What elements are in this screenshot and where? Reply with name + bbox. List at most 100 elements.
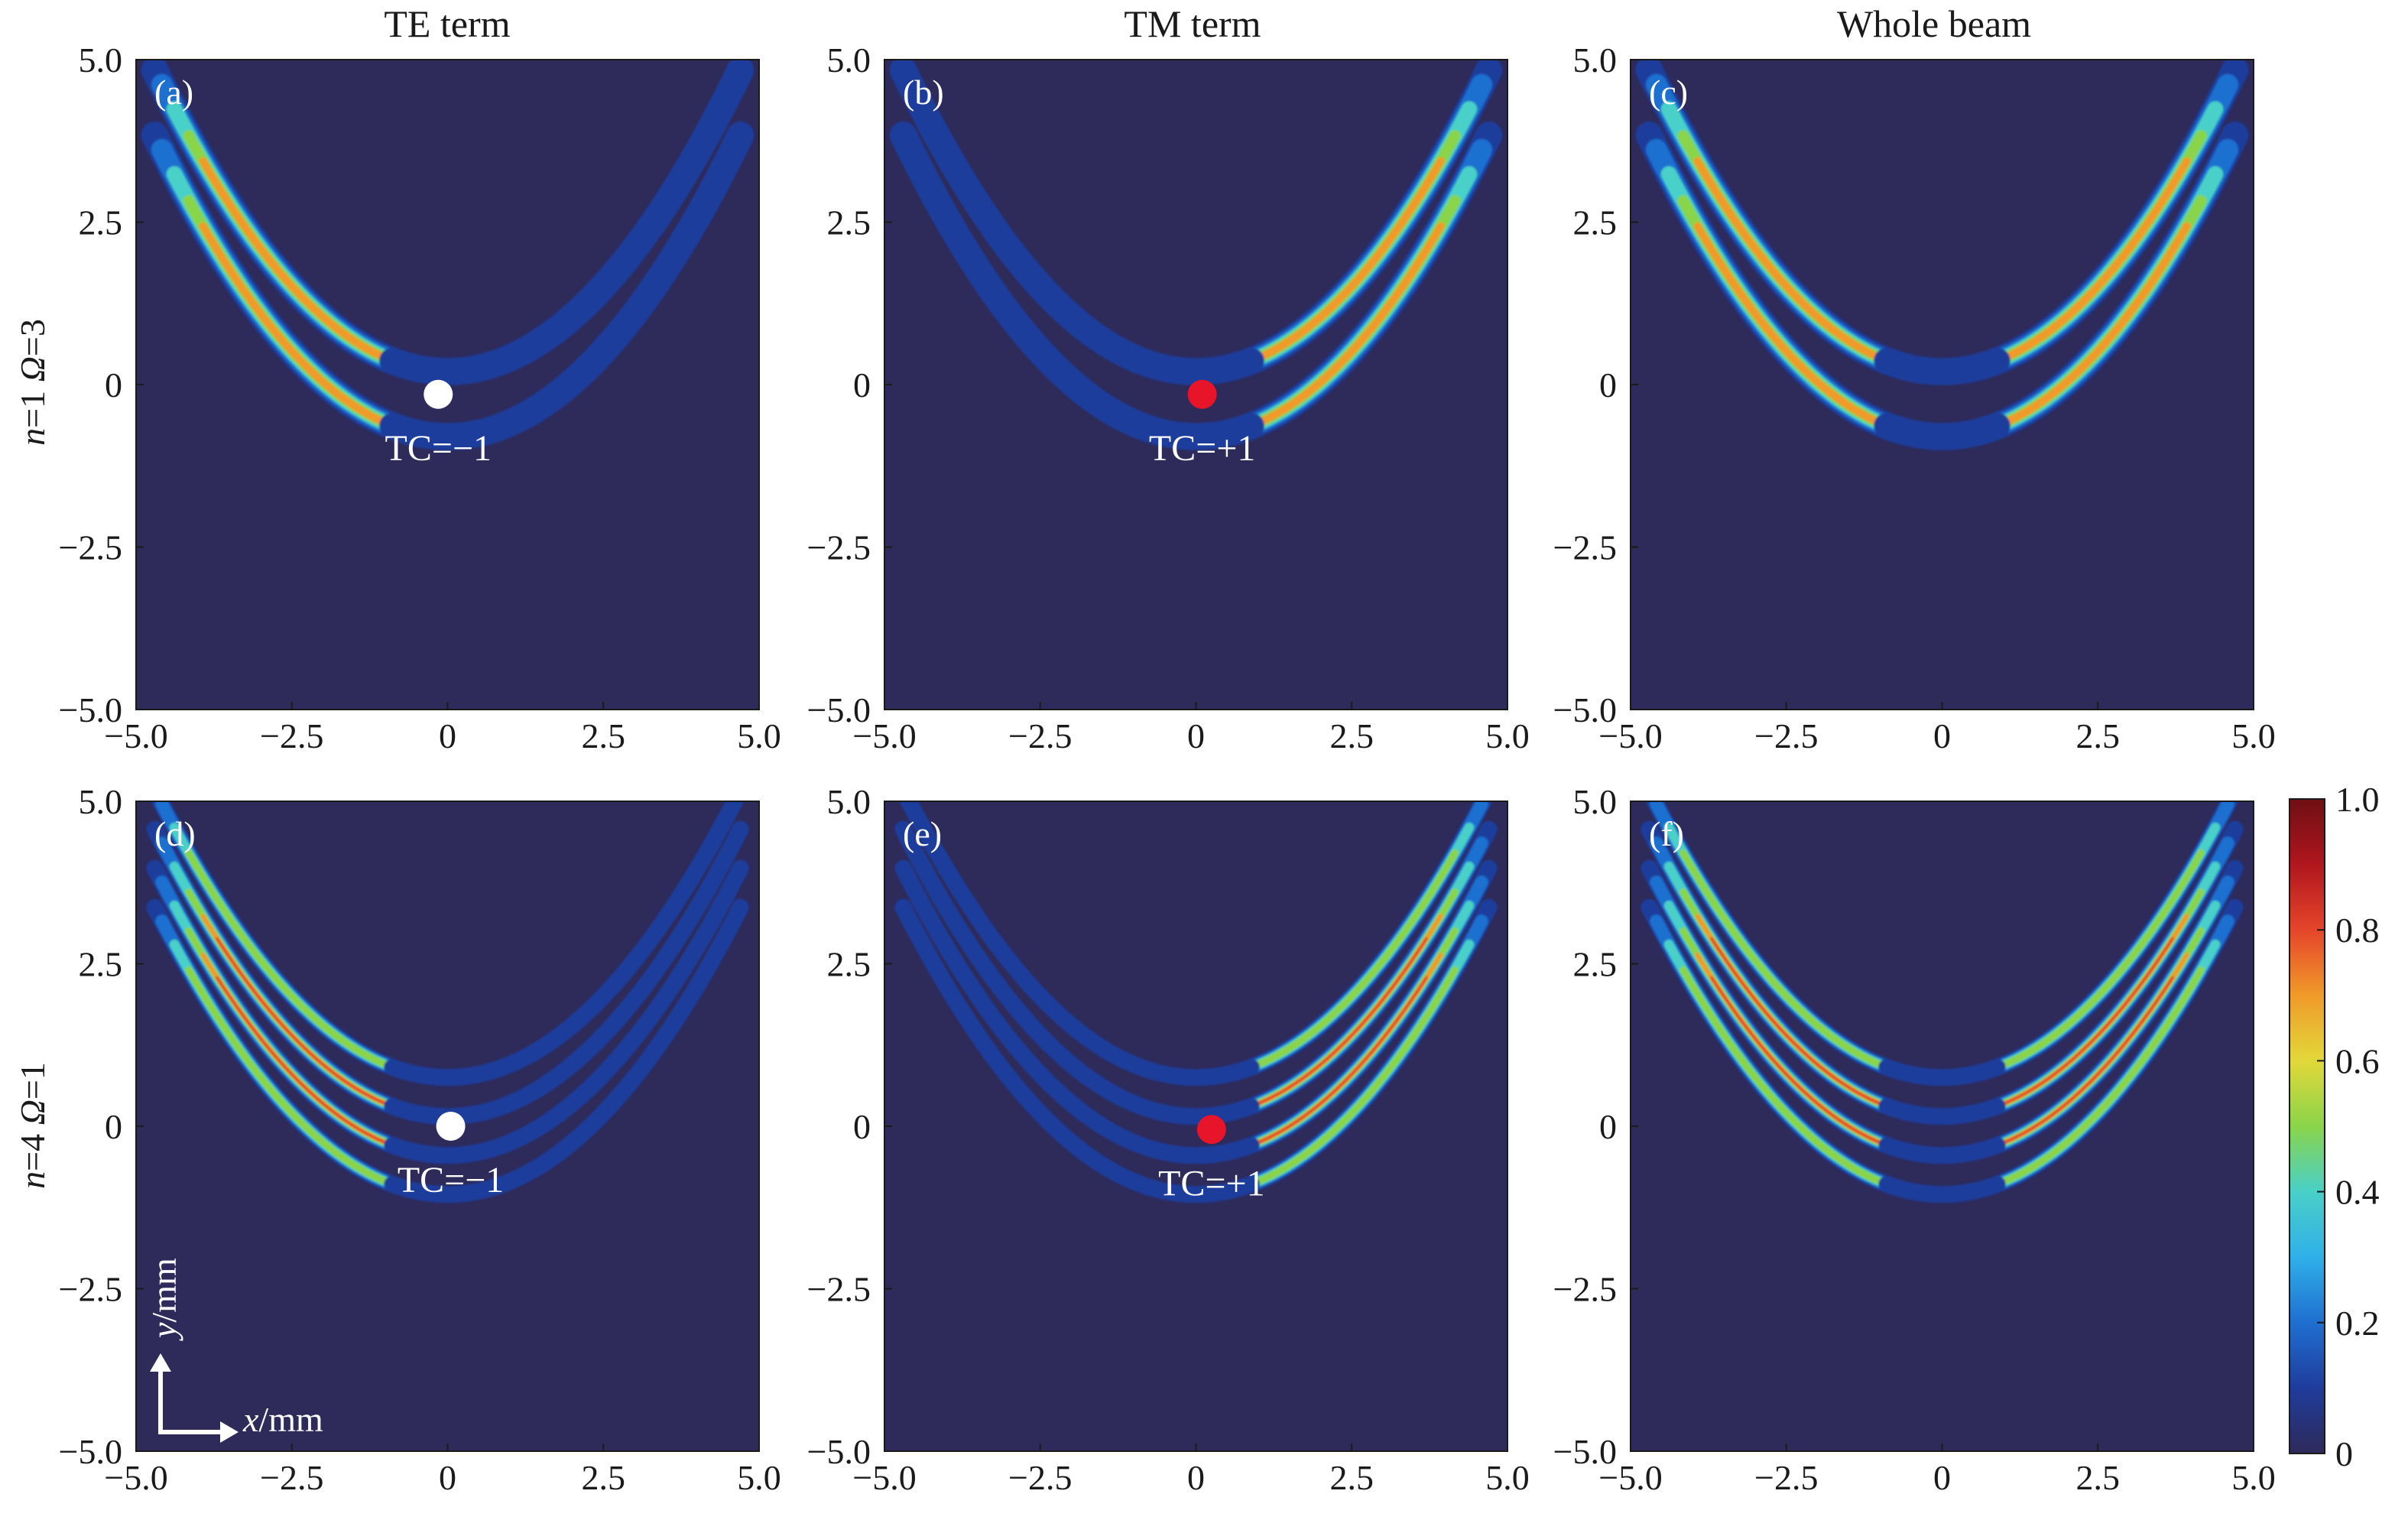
row-label-bottom-n: n bbox=[13, 1171, 52, 1189]
intensity-band-vertex bbox=[1878, 1059, 2006, 1086]
x-tick-label: 2.5 bbox=[1330, 716, 1374, 755]
phase-singularity-marker bbox=[436, 1112, 466, 1141]
x-tick-label: −2.5 bbox=[260, 716, 323, 755]
topological-charge-label: TC=−1 bbox=[398, 1160, 504, 1200]
panel-background bbox=[884, 801, 1507, 1451]
row-label-top-n-value: =1 bbox=[13, 382, 52, 427]
panel-label: (a) bbox=[154, 73, 193, 112]
intensity-band bbox=[1980, 222, 2191, 434]
intensity-field bbox=[889, 60, 1503, 450]
y-tick-label: −5.0 bbox=[59, 690, 122, 729]
column-title-te: TE term bbox=[384, 2, 510, 45]
x-tick-label: 2.5 bbox=[2076, 716, 2121, 755]
y-tick-label: 5.0 bbox=[1573, 41, 1618, 80]
y-tick-label: 0 bbox=[853, 365, 871, 404]
x-tick-label: 5.0 bbox=[1485, 716, 1530, 755]
phase-singularity-marker bbox=[1187, 379, 1217, 409]
intensity-band-vertex bbox=[1878, 1176, 2006, 1203]
intensity-band bbox=[199, 157, 410, 369]
topological-charge-label: TC=+1 bbox=[1158, 1163, 1264, 1203]
panel-background bbox=[1631, 801, 2254, 1451]
panel-label: (f) bbox=[1649, 814, 1684, 853]
x-tick-label: 0 bbox=[1187, 716, 1205, 755]
intensity-band bbox=[1966, 849, 2205, 1079]
row-label-bottom-omega-value: =1 bbox=[13, 1062, 52, 1099]
y-tick-label: 5.0 bbox=[827, 782, 871, 821]
panel-b: −5.0 5.0 −2.5 2.5 0 0 2.5 −2.5 5.0 −5.0 (b) TC=+1 bbox=[807, 41, 1530, 755]
y-tick-label: 2.5 bbox=[827, 203, 871, 242]
panel-label: (c) bbox=[1649, 73, 1688, 112]
x-tick-label: 5.0 bbox=[2231, 716, 2276, 755]
intensity-band bbox=[1234, 222, 1445, 434]
x-tick-label: 0 bbox=[1933, 1458, 1951, 1497]
intensity-band-vertex bbox=[1128, 413, 1264, 450]
x-tick-label: −2.5 bbox=[1754, 1458, 1818, 1497]
y-tick-label: 5.0 bbox=[79, 41, 123, 80]
intensity-band bbox=[1980, 157, 2191, 369]
x-tick-label: 5.0 bbox=[737, 716, 781, 755]
y-tick-label: 2.5 bbox=[827, 945, 871, 984]
x-tick-label: 2.5 bbox=[2076, 1458, 2121, 1497]
colorbar-scale bbox=[2289, 798, 2325, 1454]
x-tick-label: −2.5 bbox=[1008, 716, 1072, 755]
y-tick-label: −2.5 bbox=[807, 1270, 871, 1309]
row-label-top-n: n bbox=[13, 428, 52, 446]
y-tick-label: −2.5 bbox=[59, 528, 122, 567]
intensity-band bbox=[1997, 937, 2174, 1108]
intensity-field bbox=[141, 60, 755, 450]
intensity-band bbox=[216, 937, 393, 1108]
x-tick-label: −2.5 bbox=[1008, 1458, 1072, 1497]
x-tick-label: 0 bbox=[1187, 1458, 1205, 1497]
intensity-band bbox=[185, 849, 424, 1079]
intensity-band bbox=[199, 222, 410, 434]
x-tick-label: 5.0 bbox=[2231, 1458, 2276, 1497]
row-label-bottom-n-value: =4 bbox=[13, 1125, 52, 1171]
x-tick-label: −5.0 bbox=[852, 716, 916, 755]
intensity-band bbox=[1679, 966, 1918, 1196]
intensity-band bbox=[1220, 966, 1459, 1196]
x-tick-label: 0 bbox=[1933, 716, 1951, 755]
intensity-field bbox=[146, 801, 749, 1203]
intensity-band bbox=[1220, 849, 1459, 1079]
column-title-tm: TM term bbox=[1124, 2, 1261, 45]
column-title-whole-beam: Whole beam bbox=[1837, 2, 2031, 45]
row-label-bottom: n=4 Ω=1 bbox=[13, 1062, 52, 1189]
row-label-bottom-omega: Ω bbox=[13, 1099, 52, 1125]
y-tick-label: 0 bbox=[853, 1107, 871, 1146]
intensity-band bbox=[1997, 976, 2174, 1147]
intensity-field bbox=[894, 801, 1498, 1203]
panel-f: −5.0 5.0 −2.5 2.5 0 0 2.5 −2.5 5.0 −5.0 (f) bbox=[1553, 782, 2276, 1497]
x-tick-label: 5.0 bbox=[737, 1458, 781, 1497]
y-axis-hint-label: y/mm bbox=[144, 1258, 183, 1341]
intensity-band bbox=[1251, 976, 1428, 1147]
panels-group: −5.0 5.0 −2.5 2.5 0 0 2.5 −2.5 5.0 −5.0 (a) TC=−1 −5… bbox=[59, 41, 2276, 1497]
intensity-band-vertex bbox=[1132, 1176, 1260, 1203]
y-axis-hint-unit: /mm bbox=[144, 1258, 183, 1323]
x-tick-label: 0 bbox=[439, 1458, 456, 1497]
panel-label: (e) bbox=[903, 814, 942, 853]
x-tick-label: −5.0 bbox=[852, 1458, 916, 1497]
y-axis-hint-var: y bbox=[144, 1322, 183, 1341]
colorbar: 1.0 0.8 0.6 0.4 0.2 0 bbox=[2289, 780, 2380, 1473]
colorbar-tick-label: 0.6 bbox=[2335, 1041, 2380, 1080]
intensity-band bbox=[1966, 966, 2205, 1196]
phase-singularity-marker bbox=[1196, 1115, 1226, 1145]
x-tick-label: −5.0 bbox=[104, 1458, 167, 1497]
y-tick-label: −5.0 bbox=[1553, 1432, 1617, 1471]
x-tick-label: −2.5 bbox=[260, 1458, 323, 1497]
topological-charge-label: TC=−1 bbox=[385, 428, 492, 469]
intensity-band-vertex bbox=[384, 1176, 511, 1203]
x-tick-label: 0 bbox=[439, 716, 456, 755]
intensity-band-vertex bbox=[1132, 1137, 1260, 1164]
y-tick-label: −2.5 bbox=[59, 1270, 122, 1309]
panel-d: −5.0 5.0 −2.5 2.5 0 0 2.5 −2.5 5.0 −5.0 (d) TC=−1 bbox=[59, 782, 781, 1497]
y-tick-label: 0 bbox=[1599, 1107, 1617, 1146]
intensity-band bbox=[1710, 937, 1887, 1108]
x-tick-label: 2.5 bbox=[582, 716, 626, 755]
intensity-band bbox=[1679, 849, 1918, 1079]
y-tick-label: 2.5 bbox=[1573, 203, 1618, 242]
intensity-band-vertex bbox=[379, 413, 516, 450]
y-tick-label: −5.0 bbox=[807, 690, 871, 729]
x-axis-hint-label: x/mm bbox=[242, 1400, 323, 1439]
